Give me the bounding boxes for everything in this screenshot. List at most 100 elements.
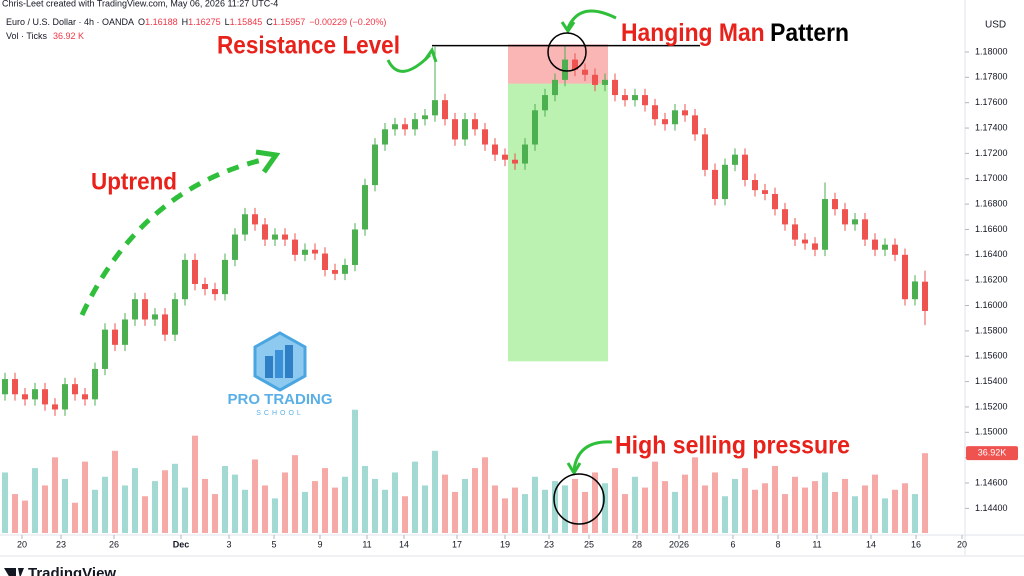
x-tick-label: 2026 [669, 539, 689, 549]
candle-body [872, 239, 878, 250]
annotation: Uptrend [91, 168, 177, 195]
candle-body [372, 144, 378, 186]
candle-body [532, 110, 538, 145]
brand: TradingView [28, 565, 116, 576]
volume-bar [522, 494, 528, 533]
x-tick-label: 16 [911, 539, 921, 549]
candle-body [862, 219, 868, 240]
y-tick-label: 1.14600 [975, 477, 1008, 487]
candle-body [852, 219, 858, 225]
arrow [566, 9, 617, 29]
candle-body [912, 281, 918, 300]
volume-bar [572, 478, 578, 533]
volume-bar [412, 461, 418, 533]
candle-body [92, 368, 98, 400]
y-tick-label: 1.18000 [975, 46, 1008, 56]
x-tick-label: 11 [362, 539, 371, 549]
candle-body [522, 144, 528, 164]
volume-bar [652, 461, 658, 533]
candle-body [492, 144, 498, 155]
volume-bar [12, 494, 18, 533]
volume-legend: Vol · Ticks 36.92 K [6, 31, 84, 41]
volume-bar [302, 491, 308, 533]
volume-bar [502, 498, 508, 533]
candle-body [152, 314, 158, 320]
x-tick-label: 6 [730, 539, 735, 549]
candle-body [812, 243, 818, 250]
volume-bar [322, 468, 328, 533]
candle-body [572, 59, 578, 70]
volume-bar [672, 491, 678, 533]
key: H [182, 17, 189, 27]
candle-body [102, 329, 108, 369]
volume-bar [182, 487, 188, 533]
volume-bar [172, 463, 178, 533]
logo: PRO TRADING SCHOOL [228, 331, 333, 417]
volume-bar [642, 487, 648, 533]
candle-body [42, 389, 48, 405]
x-tick-label: 9 [317, 539, 322, 549]
candle-body [352, 229, 358, 265]
candle-body [162, 314, 168, 335]
candle-body [482, 129, 488, 145]
candle-body [292, 239, 298, 255]
candle-body [842, 209, 848, 225]
candle-body [652, 105, 658, 120]
volume-bar [92, 489, 98, 533]
brand-icon [4, 568, 24, 576]
volume-bar [2, 472, 8, 533]
volume-bar [442, 474, 448, 533]
y-tick-label: 1.15800 [975, 325, 1008, 335]
arrow-head [423, 46, 438, 63]
highlight-circle [553, 473, 605, 525]
candle-body [512, 159, 518, 164]
candle-body [792, 224, 798, 240]
volume-bar [72, 502, 78, 533]
candle-body [72, 384, 78, 395]
volume-bar [482, 457, 488, 533]
volume-bar [142, 496, 148, 533]
plot [2, 44, 928, 416]
candle-body [602, 79, 608, 85]
volume-bar [212, 494, 218, 533]
legend-line: Euro / U.S. Dollar · 4h · OANDA O1.16188 H… [6, 17, 386, 27]
candle-body [632, 95, 638, 101]
candle-body [712, 169, 718, 200]
candle-body [662, 119, 668, 125]
candle-body [342, 264, 348, 274]
x-tick-label: 23 [56, 539, 66, 549]
y-tick-label: 1.16200 [975, 275, 1008, 285]
candle-body [762, 190, 768, 194]
candle-body [832, 199, 838, 210]
volume-bar [662, 481, 668, 533]
x-tick-label: 11 [812, 539, 821, 549]
candle-body [202, 283, 208, 290]
volume-value: 36.92 K [53, 31, 84, 41]
volume-bar [862, 485, 868, 533]
volume-bar [902, 483, 908, 533]
candle-body [452, 119, 458, 140]
candle-body [722, 164, 728, 200]
x-tick-label: 26 [109, 539, 119, 549]
volume-bar [452, 491, 458, 533]
volume-bar [222, 465, 228, 533]
x-tick-label: 5 [271, 539, 276, 549]
y-tick-label: 1.16800 [975, 198, 1008, 208]
candle-body [12, 379, 18, 395]
candle-body [742, 154, 748, 181]
candle-body [132, 299, 138, 320]
volume-bar [632, 476, 638, 533]
volume-bar [102, 476, 108, 533]
x-tick-label: 19 [500, 539, 510, 549]
volume-bar [602, 483, 608, 533]
volume-bar [82, 461, 88, 533]
candle-body [582, 69, 588, 75]
arrow-head [255, 149, 281, 174]
volume-bar [732, 478, 738, 533]
x-tick-label: 14 [399, 539, 409, 549]
candle-body [392, 124, 398, 130]
volume-bar [832, 491, 838, 533]
annotation-part: Hanging Man [621, 19, 765, 47]
volume-bar [282, 472, 288, 533]
